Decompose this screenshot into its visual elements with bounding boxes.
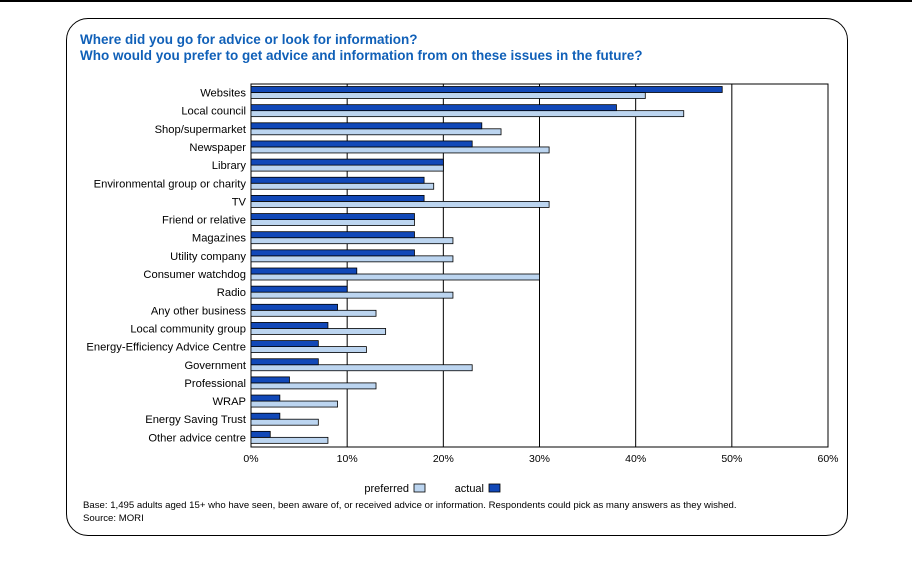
bar-preferred xyxy=(250,273,540,281)
bar-preferred xyxy=(250,364,473,372)
bar-preferred xyxy=(250,309,377,317)
category-label: Radio xyxy=(217,287,246,299)
x-tick-label: 10% xyxy=(337,453,358,465)
x-tick-label: 20% xyxy=(433,453,454,465)
bar-actual xyxy=(250,86,723,93)
category-label: Library xyxy=(212,160,247,172)
category-label: Professional xyxy=(184,378,246,390)
category-label: Other advice centre xyxy=(148,432,246,444)
category-label: Magazines xyxy=(192,233,247,245)
category-label: Local community group xyxy=(130,323,246,335)
bar-preferred xyxy=(250,200,550,208)
x-tick-label: 60% xyxy=(817,453,838,465)
bar-preferred xyxy=(250,382,377,390)
bar-actual xyxy=(250,412,281,420)
bar-actual xyxy=(250,322,329,329)
footnote-base: Base: 1,495 adults aged 15+ who have see… xyxy=(83,500,737,511)
bar-actual xyxy=(250,267,358,275)
bar-actual xyxy=(250,303,338,311)
bar-preferred xyxy=(250,128,502,136)
bar-actual xyxy=(250,231,415,239)
bar-preferred xyxy=(250,418,319,426)
category-label: Shop/supermarket xyxy=(155,124,247,136)
category-label: Consumer watchdog xyxy=(143,269,246,281)
footnote-source: Source: MORI xyxy=(83,513,144,524)
bar-actual xyxy=(250,376,290,384)
bar-actual xyxy=(250,122,483,130)
legend-label-actual: actual xyxy=(455,483,484,495)
bar-preferred xyxy=(250,219,415,226)
bar-actual xyxy=(250,249,415,257)
bar-preferred xyxy=(250,436,329,444)
legend-swatch-preferred xyxy=(413,483,426,493)
x-tick-label: 0% xyxy=(243,453,258,465)
category-label: Environmental group or charity xyxy=(94,178,247,190)
bar-actual xyxy=(250,213,415,220)
bar-actual xyxy=(250,394,281,402)
bar-preferred xyxy=(250,291,454,299)
bar-actual xyxy=(250,285,348,293)
bar-actual xyxy=(250,104,617,112)
bar-actual xyxy=(250,340,319,348)
legend-swatch-actual xyxy=(488,483,501,493)
category-label: TV xyxy=(232,196,247,208)
bar-actual xyxy=(250,176,425,184)
x-tick-label: 30% xyxy=(529,453,550,465)
bar-actual xyxy=(250,194,425,202)
bar-preferred xyxy=(250,110,685,118)
legend-label-preferred: preferred xyxy=(364,483,409,495)
category-label: Any other business xyxy=(151,305,247,317)
bar-actual xyxy=(250,430,271,438)
bar-actual xyxy=(250,140,473,148)
x-tick-label: 40% xyxy=(625,453,646,465)
bar-preferred xyxy=(250,182,435,190)
chart-title-line1: Where did you go for advice or look for … xyxy=(80,32,418,47)
category-label: Government xyxy=(184,360,246,372)
top-rule xyxy=(0,0,912,2)
category-label: Utility company xyxy=(170,251,246,263)
bar-preferred xyxy=(250,346,367,354)
category-label: Websites xyxy=(200,88,246,100)
bar-preferred xyxy=(250,146,550,154)
bar-preferred xyxy=(250,92,646,99)
category-label: WRAP xyxy=(212,396,246,408)
bar-preferred xyxy=(250,255,454,263)
bar-preferred xyxy=(250,237,454,245)
category-label: Energy Saving Trust xyxy=(145,414,247,426)
x-tick-label: 50% xyxy=(721,453,742,465)
category-label: Newspaper xyxy=(189,142,246,154)
bar-actual xyxy=(250,158,444,166)
bar-preferred xyxy=(250,328,387,335)
bar-actual xyxy=(250,358,319,366)
category-label: Local council xyxy=(181,106,246,118)
category-label: Friend or relative xyxy=(162,215,246,227)
bar-preferred xyxy=(250,164,444,172)
bar-preferred xyxy=(250,400,338,408)
category-label: Energy-Efficiency Advice Centre xyxy=(86,342,246,354)
chart-title-line2: Who would you prefer to get advice and i… xyxy=(80,48,643,63)
